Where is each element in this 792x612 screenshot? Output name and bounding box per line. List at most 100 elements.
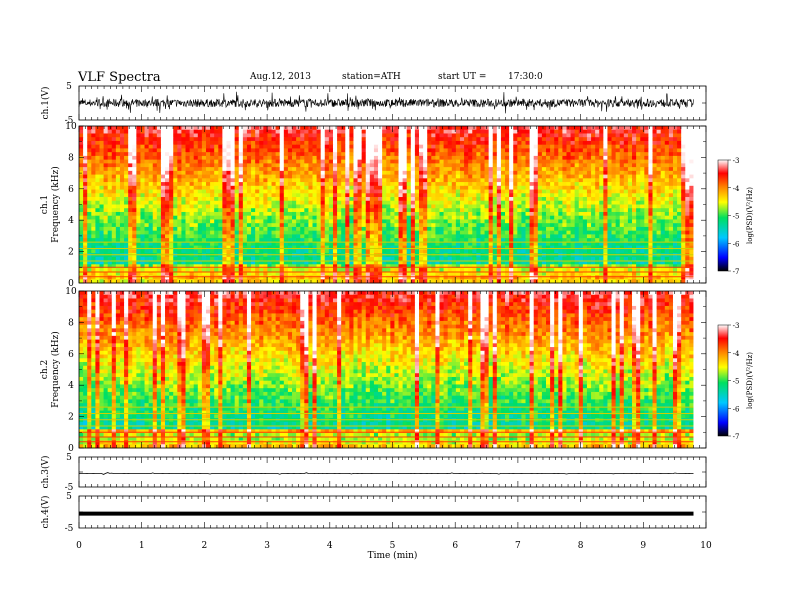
psd-cell [140, 148, 145, 153]
psd-cell [144, 148, 150, 153]
psd-cell [283, 211, 289, 217]
psd-cell [87, 178, 92, 183]
psd-cell [111, 163, 117, 168]
psd-cell [652, 140, 657, 146]
psd-cell [439, 197, 444, 202]
psd-cell [488, 185, 494, 190]
psd-cell [119, 144, 125, 149]
psd-cell [566, 219, 571, 224]
psd-cell [578, 163, 584, 168]
psd-cell [304, 140, 309, 146]
psd-cell [488, 126, 494, 131]
psd-cell [373, 152, 379, 157]
psd-cell [574, 133, 580, 138]
psd-cell [87, 133, 92, 138]
psd-cell [500, 185, 506, 190]
psd-cell [349, 185, 354, 190]
psd-cell [124, 223, 129, 228]
psd-cell [443, 170, 449, 175]
psd-cell [287, 178, 293, 183]
psd-cell [349, 155, 354, 161]
psd-cell [668, 204, 674, 209]
psd-cell [578, 241, 584, 247]
psd-cell [492, 234, 498, 239]
psd-cell [619, 129, 625, 134]
psd-cell [505, 148, 510, 153]
psd-cell [226, 189, 231, 194]
psd-cell [431, 140, 436, 146]
psd-cell [386, 234, 391, 239]
psd-cell [672, 189, 678, 194]
psd-cell [595, 155, 600, 161]
psd-cell [468, 185, 473, 190]
psd-cell [623, 155, 629, 161]
psd-cell [230, 144, 236, 149]
psd-cell [677, 219, 682, 224]
psd-cell [201, 241, 207, 247]
psd-cell [414, 170, 420, 175]
psd-cell [324, 182, 330, 187]
psd-cell [185, 238, 191, 243]
psd-cell [677, 197, 682, 202]
psd-cell [242, 238, 248, 243]
psd-cell [316, 182, 322, 187]
psd-cell [210, 241, 215, 247]
psd-cell [115, 211, 121, 217]
psd-cell [185, 182, 191, 187]
psd-cell [320, 189, 326, 194]
psd-cell [292, 133, 297, 138]
psd-cell [193, 178, 199, 183]
psd-cell [660, 148, 666, 153]
psd-cell [283, 223, 289, 228]
psd-cell [595, 170, 600, 175]
psd-cell [238, 144, 244, 149]
psd-cell [423, 137, 428, 142]
psd-cell [689, 189, 694, 194]
psd-cell [521, 167, 526, 172]
psd-cell [246, 241, 252, 247]
psd-cell [242, 174, 248, 179]
psd-cell [332, 133, 338, 138]
psd-cell [205, 185, 211, 190]
psd-cell [423, 126, 428, 131]
psd-cell [595, 133, 600, 138]
psd-cell [464, 193, 469, 198]
psd-cell [435, 182, 440, 187]
psd-cell [398, 152, 404, 157]
psd-cell [550, 178, 555, 183]
psd-cell [103, 200, 109, 205]
psd-cell [136, 167, 141, 172]
psd-cell [87, 223, 92, 228]
psd-cell [218, 182, 223, 187]
psd-cell [320, 126, 326, 131]
psd-cell [484, 137, 490, 142]
psd-cell [320, 219, 326, 224]
psd-cell [79, 129, 84, 134]
psd-cell [173, 137, 178, 142]
psd-cell [644, 230, 649, 235]
psd-cell [312, 211, 317, 217]
psd-cell [230, 178, 236, 183]
psd-cell [488, 189, 494, 194]
psd-cell [533, 140, 539, 146]
psd-cell [230, 219, 236, 224]
psd-cell [603, 140, 608, 146]
psd-cell [681, 234, 686, 239]
psd-cell [459, 226, 465, 232]
psd-cell [627, 185, 633, 190]
psd-cell [304, 167, 309, 172]
psd-cell [410, 226, 416, 232]
psd-cell [611, 148, 617, 153]
psd-cell [99, 185, 104, 190]
psd-cell [480, 189, 485, 194]
psd-cell [656, 140, 662, 146]
psd-cell [251, 197, 256, 202]
psd-cell [156, 230, 162, 235]
psd-cell [656, 189, 662, 194]
psd-cell [275, 152, 281, 157]
psd-cell [443, 234, 449, 239]
psd-cell [611, 193, 617, 198]
psd-cell [144, 185, 150, 190]
psd-cell [345, 129, 350, 134]
psd-cell [160, 170, 166, 175]
